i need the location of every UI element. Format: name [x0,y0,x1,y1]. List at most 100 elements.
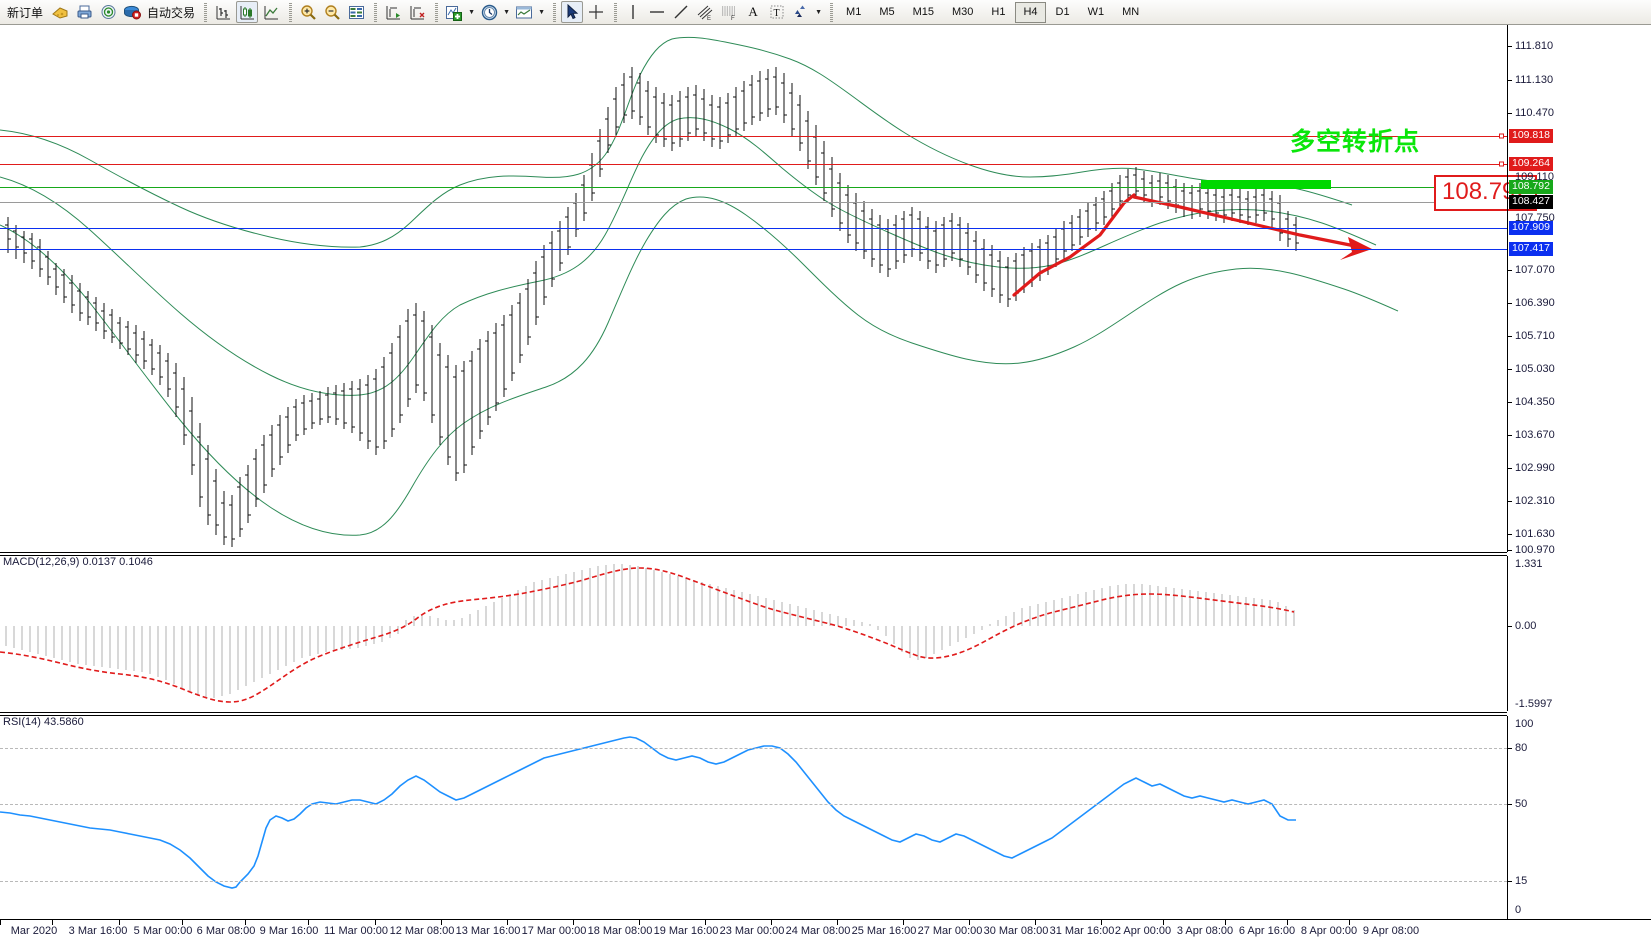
text-icon[interactable]: A [748,4,758,19]
period-icon[interactable] [478,1,500,23]
timeframe-m30[interactable]: M30 [952,6,974,18]
fibonacci-icon[interactable]: F [718,1,740,23]
price-scale-label: 107.070 [1515,264,1555,276]
vline-icon[interactable] [622,1,644,23]
bollinger-upper-band [0,36,1353,248]
add-indicator-icon[interactable] [443,1,465,23]
templates-icon[interactable] [513,1,535,23]
scale-tick [1508,501,1512,502]
resistance-line-109818[interactable] [0,136,1507,137]
chevron-down-icon[interactable]: ▼ [815,8,822,16]
support-line-108792[interactable] [0,187,1507,188]
resistance-line-109264[interactable] [0,164,1507,165]
chart-autoscroll-icon[interactable] [406,1,428,23]
time-axis-label: 11 Mar 00:00 [323,925,389,937]
timeframe-m1[interactable]: M1 [846,6,862,18]
crosshair-icon[interactable] [585,1,607,23]
zoom-out-icon[interactable] [321,1,343,23]
time-axis-label: 8 Apr 00:00 [1300,925,1358,937]
rsi-scale-label: 50 [1515,798,1528,810]
rsi-pane-divider [0,712,1507,713]
chart-shift-icon[interactable] [382,1,404,23]
resistance-line-109264-handle[interactable] [1499,161,1504,167]
macd-chart-svg[interactable] [0,556,1507,711]
time-axis[interactable]: Mar 2020 3 Mar 16:00 5 Mar 00:00 6 Mar 0… [0,919,1651,945]
time-axis-tick [639,920,640,925]
cheese-icon[interactable] [49,1,71,23]
rsi-gridline-50 [0,804,1507,805]
support-line-107909[interactable] [0,228,1507,229]
rsi-scale: 100 80 50 15 0 [1507,716,1651,919]
timeframe-d1[interactable]: D1 [1055,6,1070,18]
timeframe-w1[interactable]: W1 [1087,6,1105,18]
line-chart-icon[interactable] [260,1,282,23]
time-axis-tick [245,920,246,925]
time-axis-tick [573,920,574,925]
price-scale-label: 106.390 [1515,297,1555,309]
hline-icon[interactable] [646,1,668,23]
level-tag-107909[interactable]: 107.909 [1509,221,1553,235]
cursor-icon[interactable] [561,1,584,23]
scale-tick [1508,46,1512,47]
new-order-button[interactable]: 新订单 [3,1,47,23]
chevron-down-icon[interactable]: ▼ [503,8,510,16]
time-axis-tick [771,920,772,925]
time-axis-label: 13 Mar 16:00 [455,925,521,937]
objects-list-icon[interactable] [790,1,812,23]
auto-trading-icon[interactable] [121,1,143,23]
toolbar-separator [611,2,618,23]
time-axis-tick [375,920,376,925]
level-tag-108792[interactable]: 108.792 [1509,180,1553,194]
chevron-down-icon[interactable]: ▼ [538,8,545,16]
zoom-in-icon[interactable] [297,1,319,23]
toolbar-separator [371,2,378,23]
scale-tick [1508,804,1512,805]
price-pane[interactable] [0,25,1507,552]
macd-label: MACD(12,26,9) 0.0137 0.1046 [3,556,153,568]
time-axis-tick [52,920,53,925]
timeframe-mn[interactable]: MN [1122,6,1140,18]
level-tag-107417[interactable]: 107.417 [1509,242,1553,256]
macd-pane-divider [0,552,1507,553]
timeframe-m15[interactable]: M15 [912,6,934,18]
time-axis-label: 25 Mar 16:00 [851,925,917,937]
level-tag-109264[interactable]: 109.264 [1509,157,1553,171]
macd-signal-line [0,567,1295,703]
macd-histogram [5,564,1295,698]
time-axis-tick [1035,920,1036,925]
time-axis-tick [1287,920,1288,925]
bar-chart-icon[interactable] [212,1,234,23]
printer-icon[interactable] [73,1,95,23]
rsi-pane[interactable]: RSI(14) 43.5860 [0,716,1507,919]
price-chart-svg[interactable] [0,25,1507,552]
timeframe-m5[interactable]: M5 [879,6,895,18]
scale-tick [1508,748,1512,749]
auto-trading-label: 自动交易 [147,5,196,20]
rsi-chart-svg[interactable] [0,716,1507,919]
price-scale-label: 103.670 [1515,429,1555,441]
price-scale-label: 101.630 [1515,528,1555,540]
radar-icon[interactable] [97,1,119,23]
chevron-down-icon[interactable]: ▼ [468,8,475,16]
rsi-gridline-80 [0,748,1507,749]
support-line-107417[interactable] [0,249,1507,250]
svg-text:E: E [707,16,711,21]
text-label-icon[interactable]: T [766,1,788,23]
level-tag-109818[interactable]: 109.818 [1509,129,1553,143]
candlestick-chart-icon[interactable] [236,1,259,23]
equidistant-channel-icon[interactable]: E [694,1,716,23]
macd-pane[interactable]: MACD(12,26,9) 0.0137 0.1046 [0,556,1507,711]
chart-window-icon[interactable] [345,1,367,23]
price-scale-label: 105.710 [1515,330,1555,342]
resistance-line-109818-handle[interactable] [1499,133,1504,139]
timeframe-h1[interactable]: H1 [991,6,1006,18]
rsi-scale-label: 100 [1515,718,1534,730]
bollinger-lower-band [0,196,1399,536]
time-axis-tick [119,920,120,925]
price-scale[interactable]: 111.810 111.130 110.470 109.110 107.750 … [1507,25,1651,556]
trendline-icon[interactable] [670,1,692,23]
support-zone-highlight[interactable] [1201,180,1331,189]
rsi-scale-label: 15 [1515,875,1528,887]
timeframe-h4[interactable]: H4 [1015,1,1046,23]
